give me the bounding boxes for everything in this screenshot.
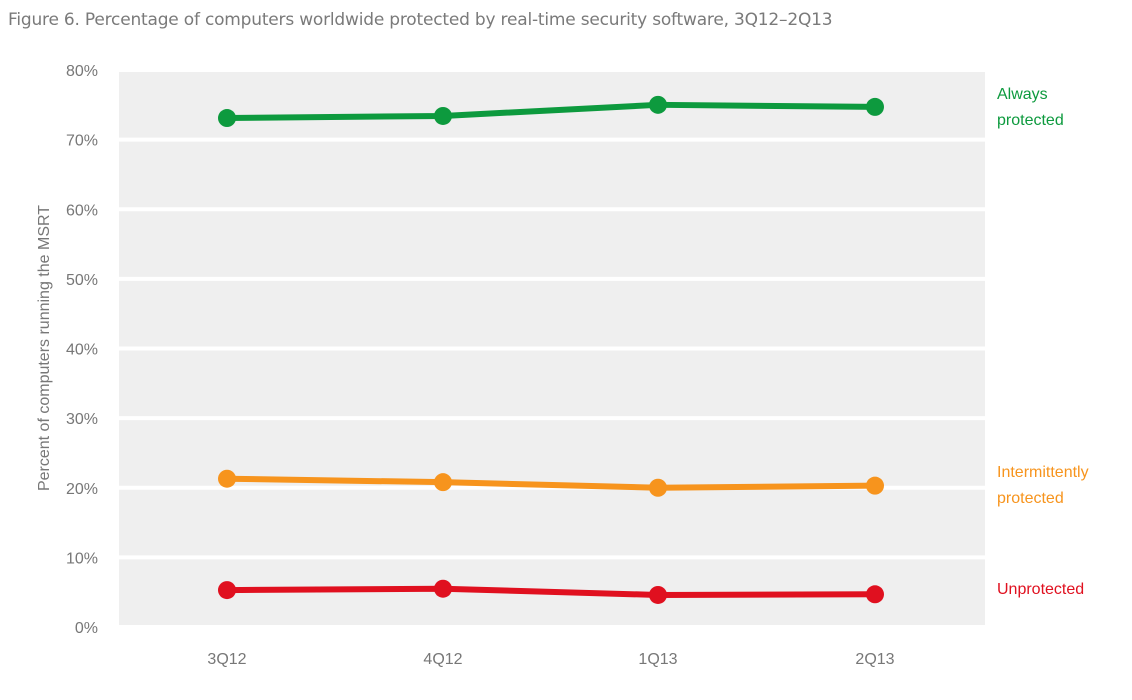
y-tick-label: 60%: [66, 202, 98, 219]
data-point: [434, 473, 452, 492]
series-line: [224, 475, 878, 491]
plot-band: [119, 280, 985, 347]
x-tick-label: 3Q12: [207, 651, 246, 668]
series-label: protected: [997, 490, 1064, 507]
chart-title: Figure 6. Percentage of computers worldw…: [8, 10, 833, 30]
y-tick-label: 70%: [66, 133, 98, 150]
y-axis-label: Percent of computers running the MSRT: [36, 205, 53, 491]
y-tick-label: 0%: [75, 620, 98, 637]
series-group: [218, 95, 884, 604]
series-label: Intermittently: [997, 464, 1089, 481]
data-point: [218, 109, 236, 128]
series-unprotected: [218, 579, 884, 604]
series-line: [224, 585, 878, 598]
series-label: Unprotected: [997, 581, 1084, 598]
data-point: [649, 585, 667, 604]
y-tick-label: 50%: [66, 272, 98, 289]
plot-band: [119, 211, 985, 277]
y-tick-label: 10%: [66, 550, 98, 567]
x-tick-label: 2Q13: [855, 651, 894, 668]
data-point: [866, 97, 884, 116]
x-axis-ticks: 3Q12 4Q12 1Q13 2Q13: [207, 651, 894, 668]
x-tick-label: 1Q13: [638, 651, 677, 668]
series-label: protected: [997, 112, 1064, 129]
y-tick-label: 80%: [66, 63, 98, 80]
plot-band: [119, 489, 985, 556]
series-label: Always: [997, 86, 1048, 103]
plot-band: [119, 141, 985, 208]
data-point: [866, 585, 884, 604]
series-line: [224, 101, 878, 122]
series-intermittently-protected: [218, 469, 884, 497]
plot-band: [119, 350, 985, 417]
data-point: [218, 469, 236, 488]
plot-background: [119, 72, 985, 625]
x-tick-label: 4Q12: [423, 651, 462, 668]
series-always-protected: [218, 95, 884, 128]
data-point: [649, 95, 667, 114]
plot-band: [119, 420, 985, 486]
y-tick-label: 40%: [66, 342, 98, 359]
y-tick-label: 20%: [66, 481, 98, 498]
y-tick-label: 30%: [66, 411, 98, 428]
data-point: [434, 106, 452, 125]
data-point: [218, 581, 236, 600]
series-labels: Always protected Intermittently protected Un…: [997, 86, 1089, 598]
data-point: [866, 476, 884, 495]
data-point: [649, 478, 667, 497]
y-axis-ticks: 0% 10% 20% 30% 40% 50% 60% 70% 80%: [66, 63, 98, 637]
data-point: [434, 579, 452, 598]
